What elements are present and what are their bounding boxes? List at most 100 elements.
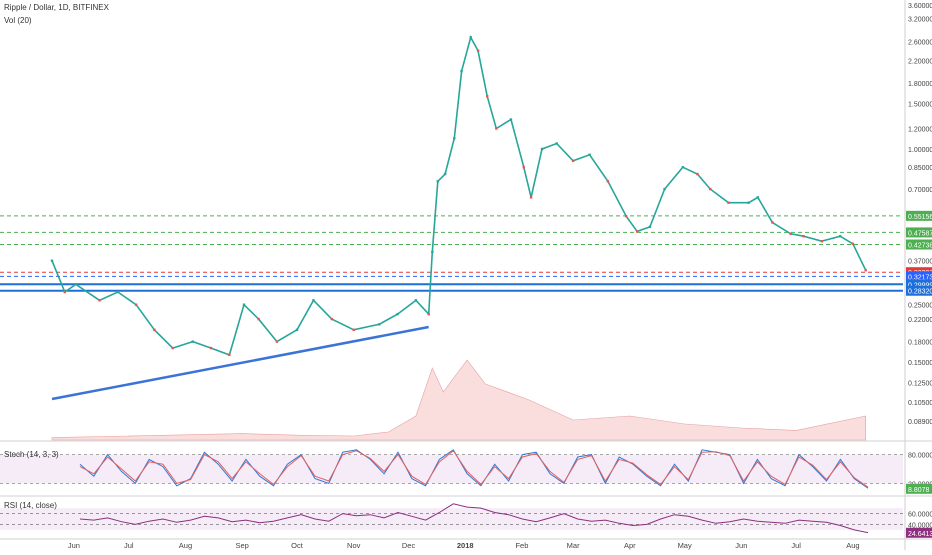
level-badge-bg-6: [906, 285, 932, 296]
x-axis: Jun Jul Aug Sep Oct Nov Dec 2018 Feb Mar Apr May Jun…: [0, 538, 932, 550]
rsi-indicator-label: RSI (14, close): [4, 501, 57, 510]
price-point: [352, 328, 355, 332]
rsi-pane: 60.0000 40.0000 24.6413: [0, 503, 932, 538]
price-point: [540, 147, 544, 151]
level-badge-bg-0: [906, 210, 932, 221]
price-point: [171, 346, 174, 350]
rsi-tick-label: 40.0000: [908, 522, 932, 529]
x-tick-label: Jul: [124, 541, 134, 550]
price-point: [191, 340, 194, 343]
price-tick-label: 0.12500: [908, 381, 932, 388]
price-point: [588, 153, 591, 156]
price-point: [134, 303, 138, 306]
x-tick-label: Jun: [68, 541, 80, 550]
x-tick-label: May: [678, 541, 692, 550]
price-tick-label: 0.08900: [908, 419, 932, 426]
price-point: [453, 137, 456, 140]
price-point: [727, 201, 730, 204]
price-tick-label: 3.20000: [908, 16, 932, 23]
level-badge-label-4: 0.32173: [908, 274, 932, 281]
price-tick-label: 0.18000: [908, 340, 932, 347]
price-tick-label: 1.00000: [908, 147, 932, 154]
price-tick-label: 2.60000: [908, 40, 932, 47]
chart-title: Ripple / Dollar, 1D, BITFINEX: [4, 3, 109, 12]
price-tick-label: 0.15000: [908, 360, 932, 367]
price-point: [427, 312, 430, 316]
price-tick-label: 0.10500: [908, 400, 932, 407]
price-point: [606, 180, 610, 183]
stoch-tick-label: 80.0000: [908, 453, 932, 460]
price-point: [414, 299, 418, 302]
rsi-band: [0, 508, 903, 530]
price-point: [838, 235, 842, 238]
price-point: [485, 94, 489, 98]
price-point: [696, 172, 699, 176]
price-point: [98, 299, 101, 302]
price-tick-label: 3.60000: [908, 3, 932, 10]
x-tick-label: Sep: [235, 541, 248, 550]
x-tick-label: Apr: [624, 541, 636, 550]
level-badge-bg-4: [906, 271, 932, 282]
price-point: [378, 323, 381, 326]
price-point: [663, 187, 666, 191]
price-point: [771, 221, 774, 224]
price-point: [431, 250, 434, 254]
level-badge-label-2: 0.42738: [908, 242, 932, 249]
price-line: [51, 35, 867, 356]
x-tick-label: Feb: [515, 541, 528, 550]
price-point: [635, 230, 639, 233]
price-point: [756, 196, 760, 199]
x-tick-label: Mar: [567, 541, 580, 550]
price-point: [153, 328, 156, 332]
volume-area: [51, 359, 867, 441]
price-point: [116, 290, 120, 294]
rsi-series-0: [79, 503, 869, 534]
x-tick-label: Jun: [735, 541, 747, 550]
x-tick-label: Nov: [347, 541, 361, 550]
price-point: [330, 317, 333, 321]
price-point: [476, 49, 480, 52]
price-point: [648, 225, 652, 229]
price-point: [820, 240, 824, 243]
price-point: [50, 259, 54, 262]
price-point: [63, 290, 66, 294]
price-point: [242, 303, 246, 306]
x-tick-label: Aug: [846, 541, 859, 550]
price-point: [436, 180, 440, 183]
price-point: [74, 283, 77, 286]
price-tick-label: 0.22000: [908, 317, 932, 324]
price-point: [228, 353, 231, 357]
level-badge-bg-1: [906, 227, 932, 238]
price-point: [571, 159, 575, 163]
stoch-value-label: 8.8078: [908, 487, 930, 494]
price-point: [802, 235, 805, 238]
price-point: [275, 340, 279, 343]
price-point: [295, 328, 299, 332]
stoch-band: [0, 454, 903, 484]
price-point: [469, 36, 472, 39]
rsi-value-badge: [906, 527, 932, 538]
level-badge-bg-2: [906, 239, 932, 250]
level-badge-label-1: 0.47587: [908, 230, 932, 237]
stoch-series-1: [79, 450, 869, 488]
price-tick-label: 0.37000: [908, 259, 932, 266]
x-tick-label: Aug: [179, 541, 192, 550]
price-tick-label: 0.25000: [908, 303, 932, 310]
price-point: [555, 142, 558, 145]
price-point: [522, 166, 525, 169]
price-point: [681, 166, 685, 169]
rsi-value-label: 24.6413: [908, 531, 932, 538]
x-tick-label: Oct: [291, 541, 304, 550]
price-point: [460, 69, 463, 73]
price-point: [312, 299, 315, 302]
level-badge-bg-5: [906, 279, 932, 290]
price-tick-label: 0.85000: [908, 165, 932, 172]
price-point: [509, 118, 513, 121]
stoch-value-badge: [906, 483, 932, 494]
level-badge-label-0: 0.55156: [908, 214, 932, 221]
price-point: [495, 127, 498, 130]
price-point: [624, 214, 628, 218]
